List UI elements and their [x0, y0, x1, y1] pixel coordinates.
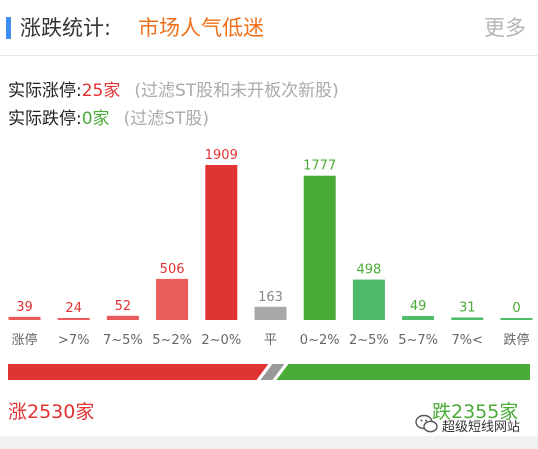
limit-up-label: 实际涨停:: [8, 81, 82, 101]
limit-down-value: 0家: [81, 109, 110, 129]
header-accent-bar: [6, 17, 11, 39]
bar-9[interactable]: [402, 316, 435, 320]
category-label: 2~0%: [201, 333, 241, 348]
category-label: 5~2%: [152, 333, 192, 348]
category-label: 涨停: [11, 332, 37, 348]
bar-1[interactable]: [8, 316, 41, 320]
category-label: 5~7%: [398, 333, 438, 348]
category-label: 7~5%: [103, 333, 143, 348]
limit-down-summary: 实际跌停:0家 (过滤ST股): [8, 108, 209, 130]
bottom-strip: [0, 436, 538, 449]
bar-value-label: 498: [356, 263, 381, 278]
category-label: 平: [264, 333, 277, 348]
bar-3[interactable]: [106, 315, 139, 320]
category-label: >7%: [58, 333, 90, 348]
watermark-text: 超级短线网站: [442, 420, 521, 435]
bar-5[interactable]: [205, 165, 238, 320]
down-ratio-bar: [276, 364, 530, 380]
watermark: 超级短线网站: [415, 413, 530, 435]
bar-value-label: 506: [160, 262, 185, 277]
header-divider: [0, 55, 538, 56]
header-title: 涨跌统计:: [20, 16, 112, 40]
limit-up-summary: 实际涨停:25家 (过滤ST股和未开板次新股): [8, 80, 339, 102]
bar-value-label: 0: [512, 301, 520, 316]
bar-value-label: 163: [258, 290, 283, 305]
bar-value-label: 1777: [303, 159, 336, 174]
bar-11[interactable]: [500, 318, 533, 320]
category-label: 7%<: [452, 333, 484, 348]
category-label: 0~2%: [300, 333, 340, 348]
bar-value-label: 39: [16, 300, 33, 315]
limit-up-note: (过滤ST股和未开板次新股): [134, 81, 339, 101]
bar-value-label: 31: [459, 300, 476, 315]
bar-8[interactable]: [352, 279, 385, 320]
limit-down-label: 实际跌停:: [8, 109, 82, 129]
bar-4[interactable]: [156, 278, 189, 320]
bar-value-label: 24: [65, 301, 82, 316]
bar-2[interactable]: [57, 318, 90, 320]
category-label: 2~5%: [349, 333, 389, 348]
bar-value-label: 49: [410, 299, 427, 314]
limit-down-note: (过滤ST股): [123, 109, 210, 129]
bar-10[interactable]: [451, 317, 484, 320]
bar-value-label: 52: [115, 299, 132, 314]
up-ratio-bar: [8, 364, 269, 380]
total-up-count: 涨2530家: [8, 401, 95, 423]
bar-value-label: 1909: [205, 148, 238, 163]
market-sentiment: 市场人气低迷: [138, 16, 264, 40]
limit-up-value: 25家: [81, 81, 121, 101]
more-link[interactable]: 更多: [484, 16, 526, 40]
wechat-icon: [415, 414, 438, 433]
bar-7[interactable]: [303, 175, 336, 320]
distribution-chart: 39 涨停 24 >7% 52 7~5% 506 5~2% 1909 2~0% 163 平 1777 0~…: [8, 148, 533, 380]
total-down-count: 跌2355家: [432, 401, 519, 423]
category-label: 跌停: [503, 332, 529, 348]
bar-6[interactable]: [254, 306, 287, 320]
flat-ratio-bar: [260, 364, 285, 380]
